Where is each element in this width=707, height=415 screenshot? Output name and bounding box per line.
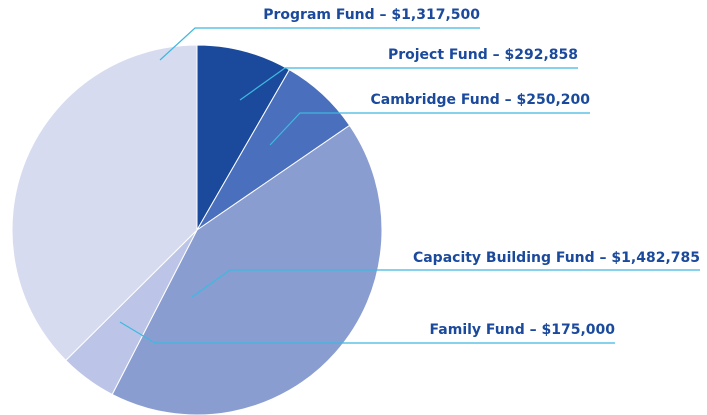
leader-line bbox=[269, 112, 590, 146]
data-label: Program Fund – $1,317,500 bbox=[263, 7, 480, 23]
data-label: Project Fund – $292,858 bbox=[388, 47, 578, 63]
pie-slice bbox=[196, 44, 291, 232]
data-label: Cambridge Fund – $250,200 bbox=[370, 92, 590, 108]
data-label: Capacity Building Fund – $1,482,785 bbox=[413, 250, 700, 266]
leader-line bbox=[159, 27, 480, 61]
data-label: Family Fund – $175,000 bbox=[430, 322, 616, 338]
leader-line bbox=[239, 67, 578, 101]
pie-slice bbox=[11, 44, 198, 362]
leader-line bbox=[119, 321, 615, 344]
leader-line bbox=[191, 269, 700, 298]
